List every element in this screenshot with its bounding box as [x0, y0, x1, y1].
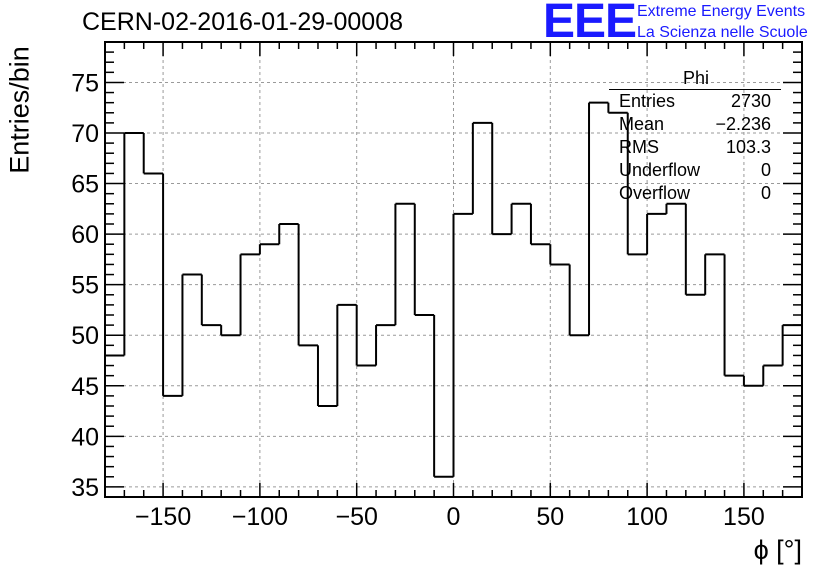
stats-row-mean: Mean −2.236 — [609, 113, 779, 136]
stats-row-overflow: Overflow 0 — [609, 182, 779, 205]
eee-logo: EEE — [543, 0, 637, 48]
histogram-bin — [665, 202, 686, 214]
stats-box-title: Phi — [609, 68, 781, 90]
x-tick-label: 100 — [626, 503, 668, 531]
stats-box: Phi Entries 2730 Mean −2.236 RMS 103.3 U… — [609, 68, 781, 205]
y-tick-label: 60 — [71, 221, 99, 249]
histogram-bin — [646, 212, 667, 255]
stats-row-rms: RMS 103.3 — [609, 136, 779, 159]
histogram-bin — [471, 121, 493, 214]
x-tick-label: 150 — [723, 503, 765, 531]
histogram-bin — [510, 202, 531, 235]
histogram-bin — [568, 264, 590, 337]
histogram-bin — [220, 325, 241, 337]
histogram-bin — [355, 304, 377, 367]
y-tick-label: 50 — [71, 322, 99, 350]
tick-labels: −150 −100 −50 0 50 100 150 35 40 45 50 55 60 65 70 75 — [71, 69, 765, 531]
x-tick-label: 50 — [536, 503, 564, 531]
histogram-bin — [452, 212, 473, 477]
stats-value: 103.3 — [725, 137, 771, 157]
histogram-bin — [433, 315, 454, 478]
x-tick-label: −100 — [232, 503, 288, 531]
histogram-bin — [297, 224, 318, 347]
logo-caption-line-2: La Scienza nelle Scuole — [637, 24, 808, 41]
histogram-bin — [162, 173, 183, 397]
x-tick-label: 0 — [447, 503, 461, 531]
stats-row-entries: Entries 2730 — [609, 90, 779, 113]
histogram-bin — [316, 345, 338, 407]
histogram-bin — [723, 254, 744, 377]
histogram-bin — [684, 203, 706, 296]
stats-label: Underflow — [619, 160, 701, 180]
plot-frame — [104, 41, 803, 498]
histogram-bin — [549, 244, 570, 266]
histogram-bin — [529, 203, 551, 246]
y-tick-label: 40 — [71, 423, 99, 451]
histogram-bin — [781, 324, 802, 366]
histogram-bin — [413, 203, 435, 316]
stats-value: −2.236 — [715, 114, 771, 134]
chart-title: CERN-02-2016-01-29-00008 — [82, 8, 404, 36]
histogram-bin — [278, 223, 299, 245]
histogram-bin — [762, 364, 783, 386]
histogram-bin — [239, 253, 260, 336]
histogram-bin — [258, 243, 280, 255]
y-tick-label: 70 — [71, 120, 99, 148]
stats-value: 2730 — [730, 91, 771, 111]
stats-value: 0 — [760, 160, 771, 180]
histogram-bin — [394, 202, 415, 326]
stats-label: RMS — [619, 137, 659, 157]
stats-value: 0 — [760, 183, 771, 203]
histogram-bin — [491, 122, 512, 236]
histogram-bin — [742, 375, 764, 387]
histogram-bin — [704, 253, 725, 295]
x-tick-label: −50 — [335, 503, 377, 531]
histogram-bin — [588, 101, 609, 336]
stats-label: Entries — [619, 91, 676, 111]
histogram-bin — [181, 273, 202, 396]
histogram-bin — [123, 132, 144, 356]
y-tick-label: 75 — [71, 69, 99, 97]
stats-row-underflow: Underflow 0 — [609, 159, 779, 182]
histogram-bin — [336, 303, 357, 406]
y-tick-label: 45 — [71, 373, 99, 401]
histogram-bin — [200, 274, 222, 327]
logo-caption-line-1: Extreme Energy Events — [637, 3, 806, 20]
y-axis-label: Entries/bin — [4, 46, 35, 174]
x-tick-label: −150 — [135, 503, 191, 531]
histogram-bin — [626, 112, 648, 256]
histogram-bin — [607, 102, 628, 114]
stats-label: Mean — [619, 114, 665, 134]
axis-ticks — [104, 41, 803, 498]
histogram-bin — [142, 133, 164, 175]
histogram-bin — [375, 324, 396, 366]
y-tick-label: 55 — [71, 272, 99, 300]
y-tick-label: 35 — [71, 474, 99, 502]
x-axis-label: ϕ [°] — [753, 535, 802, 565]
stats-label: Overflow — [619, 183, 691, 203]
y-tick-label: 65 — [71, 171, 99, 199]
